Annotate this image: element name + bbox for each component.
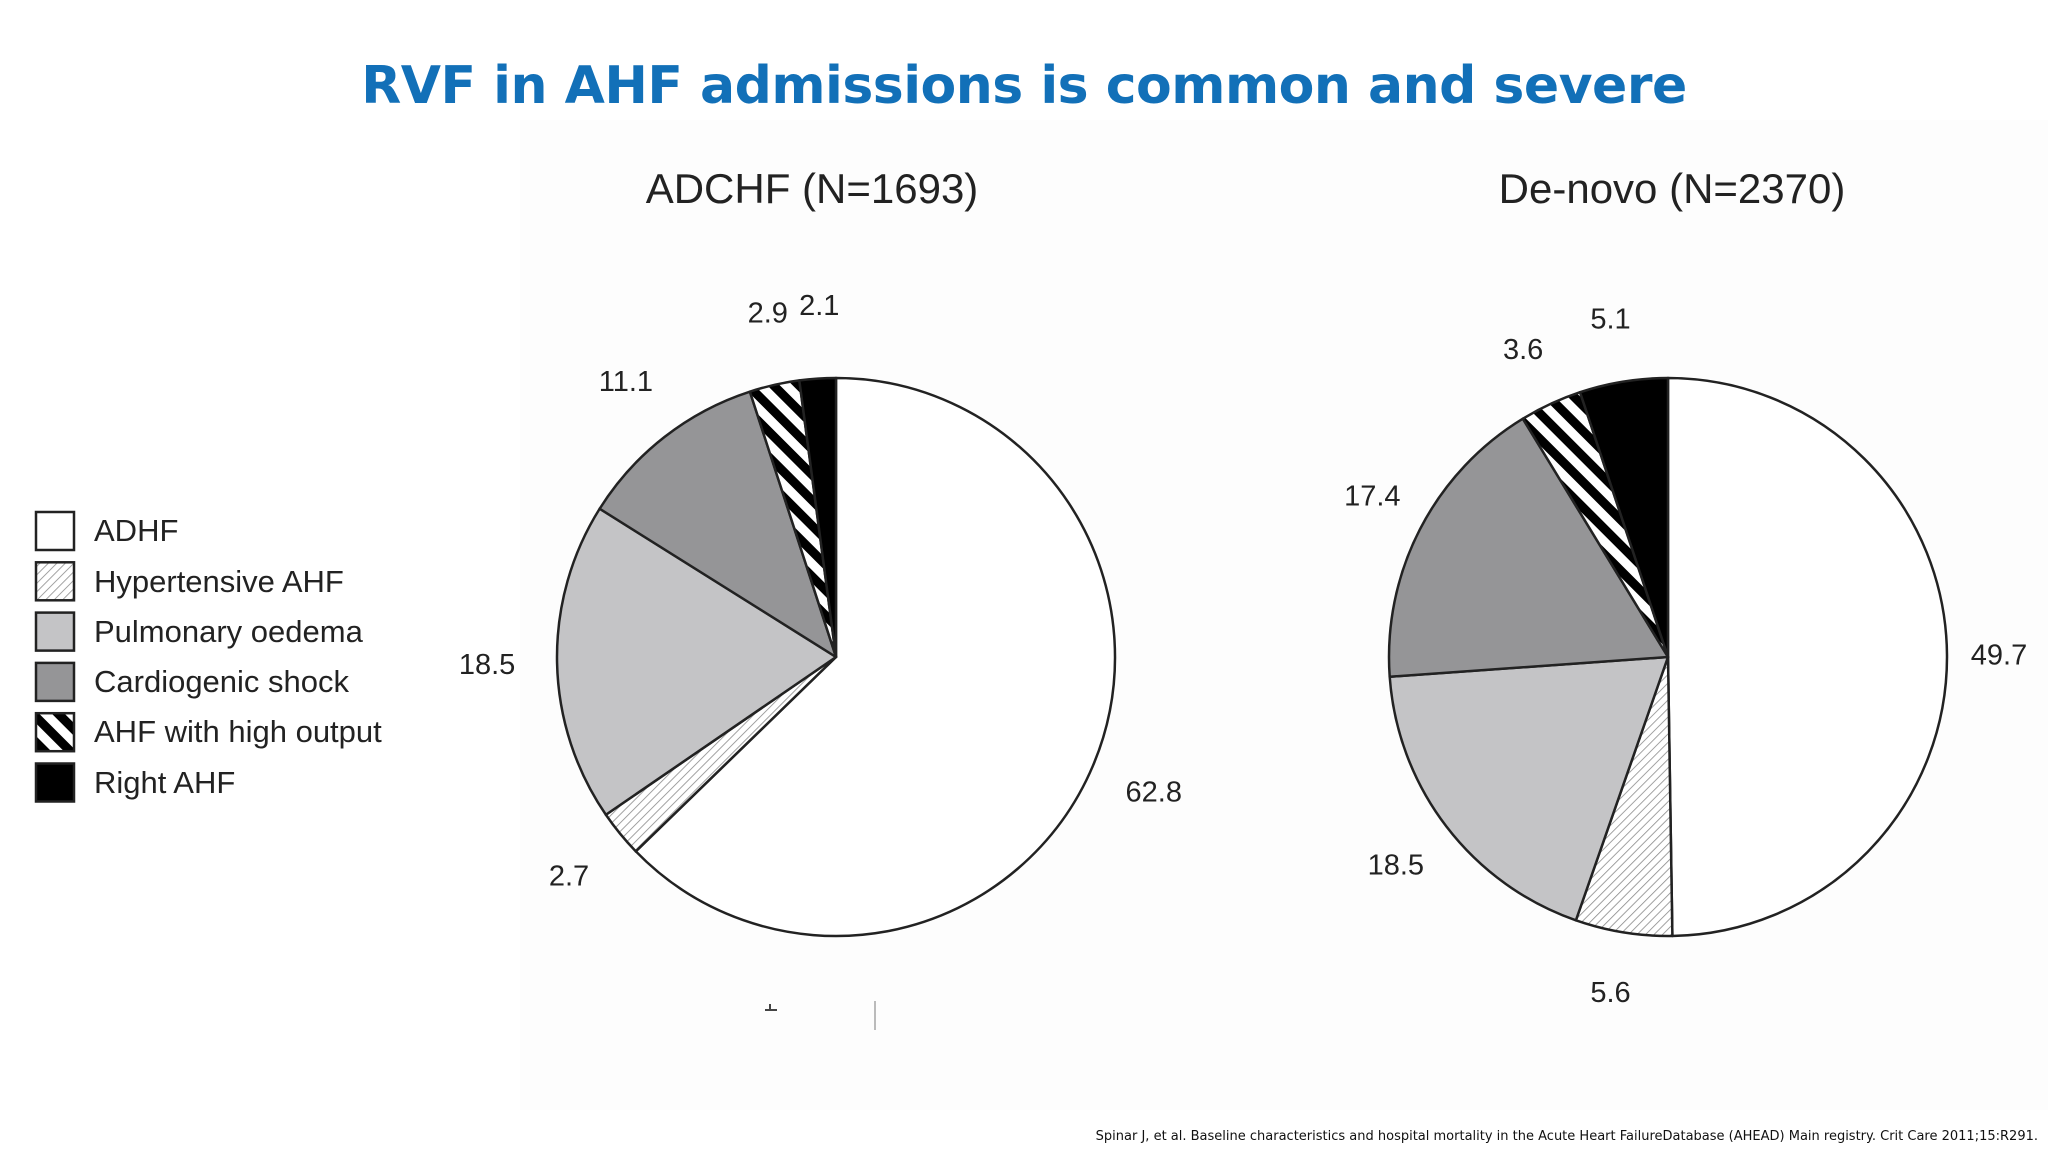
data-label-pulmonary-oedema: 18.5 [459,649,515,681]
slide-title: RVF in AHF admissions is common and seve… [361,56,1687,116]
data-label-hypertensive-ahf: 2.7 [549,861,589,893]
legend-label-ahf-high-output: AHF with high output [94,714,382,749]
legend-swatch-ahf-with-high-output [34,711,76,753]
citation: Spinar J, et al. Baseline characteristic… [1095,1129,2038,1144]
legend-label-cardiogenic-shock: Cardiogenic shock [94,664,350,699]
pie-slice-cardiogenic-shock [1387,417,1670,678]
legend-label-adhf: ADHF [94,513,178,548]
pie-slice-cardiogenic-shock [598,390,838,659]
legend-label-right-ahf: Right AHF [94,765,235,800]
pie-de-novo: 49.7 5.6 18.5 17.4 3.6 5.1 [1344,303,2027,1008]
data-label-cardiogenic-shock: 17.4 [1344,481,1400,513]
legend-swatch-right-ahf [34,762,76,803]
pie-slice-pulmonary-oedema [555,507,838,817]
pie-slice-right-ahf [1578,376,1670,659]
data-label-right-ahf: 2.1 [799,290,839,322]
pie-adchf: 62.8 2.7 18.5 11.1 2.9 2.1 [459,290,1182,938]
legend-label-pulmonary-oedema: Pulmonary oedema [94,614,364,649]
legend-swatch-hypertensive-ahf [34,561,76,602]
pie-slice-pulmonary-oedema [1388,655,1670,922]
pie-slice-right-ahf [798,376,838,659]
chart-title-adchf: ADCHF (N=1693) [646,165,979,212]
data-label-ahf-with-high-output: 2.9 [748,298,788,330]
legend-swatch-cardiogenic-shock [34,661,76,703]
data-label-pulmonary-oedema: 18.5 [1368,850,1424,882]
legend-swatch-adhf [34,510,76,552]
pie-slice-adhf [634,376,1117,938]
data-label-hypertensive-ahf: 5.6 [1590,977,1630,1009]
pie-slice-adhf [1666,376,1949,938]
data-label-adhf: 62.8 [1126,777,1182,809]
data-label-ahf-with-high-output: 3.6 [1503,334,1543,366]
legend-label-hypertensive-ahf: Hypertensive AHF [94,564,344,599]
legend-swatch-pulmonary-oedema [34,611,76,652]
data-label-right-ahf: 5.1 [1590,303,1630,335]
data-label-adhf: 49.7 [1971,640,2027,672]
chart-title-de-novo: De-novo (N=2370) [1499,165,1846,212]
data-label-cardiogenic-shock: 11.1 [599,366,653,398]
